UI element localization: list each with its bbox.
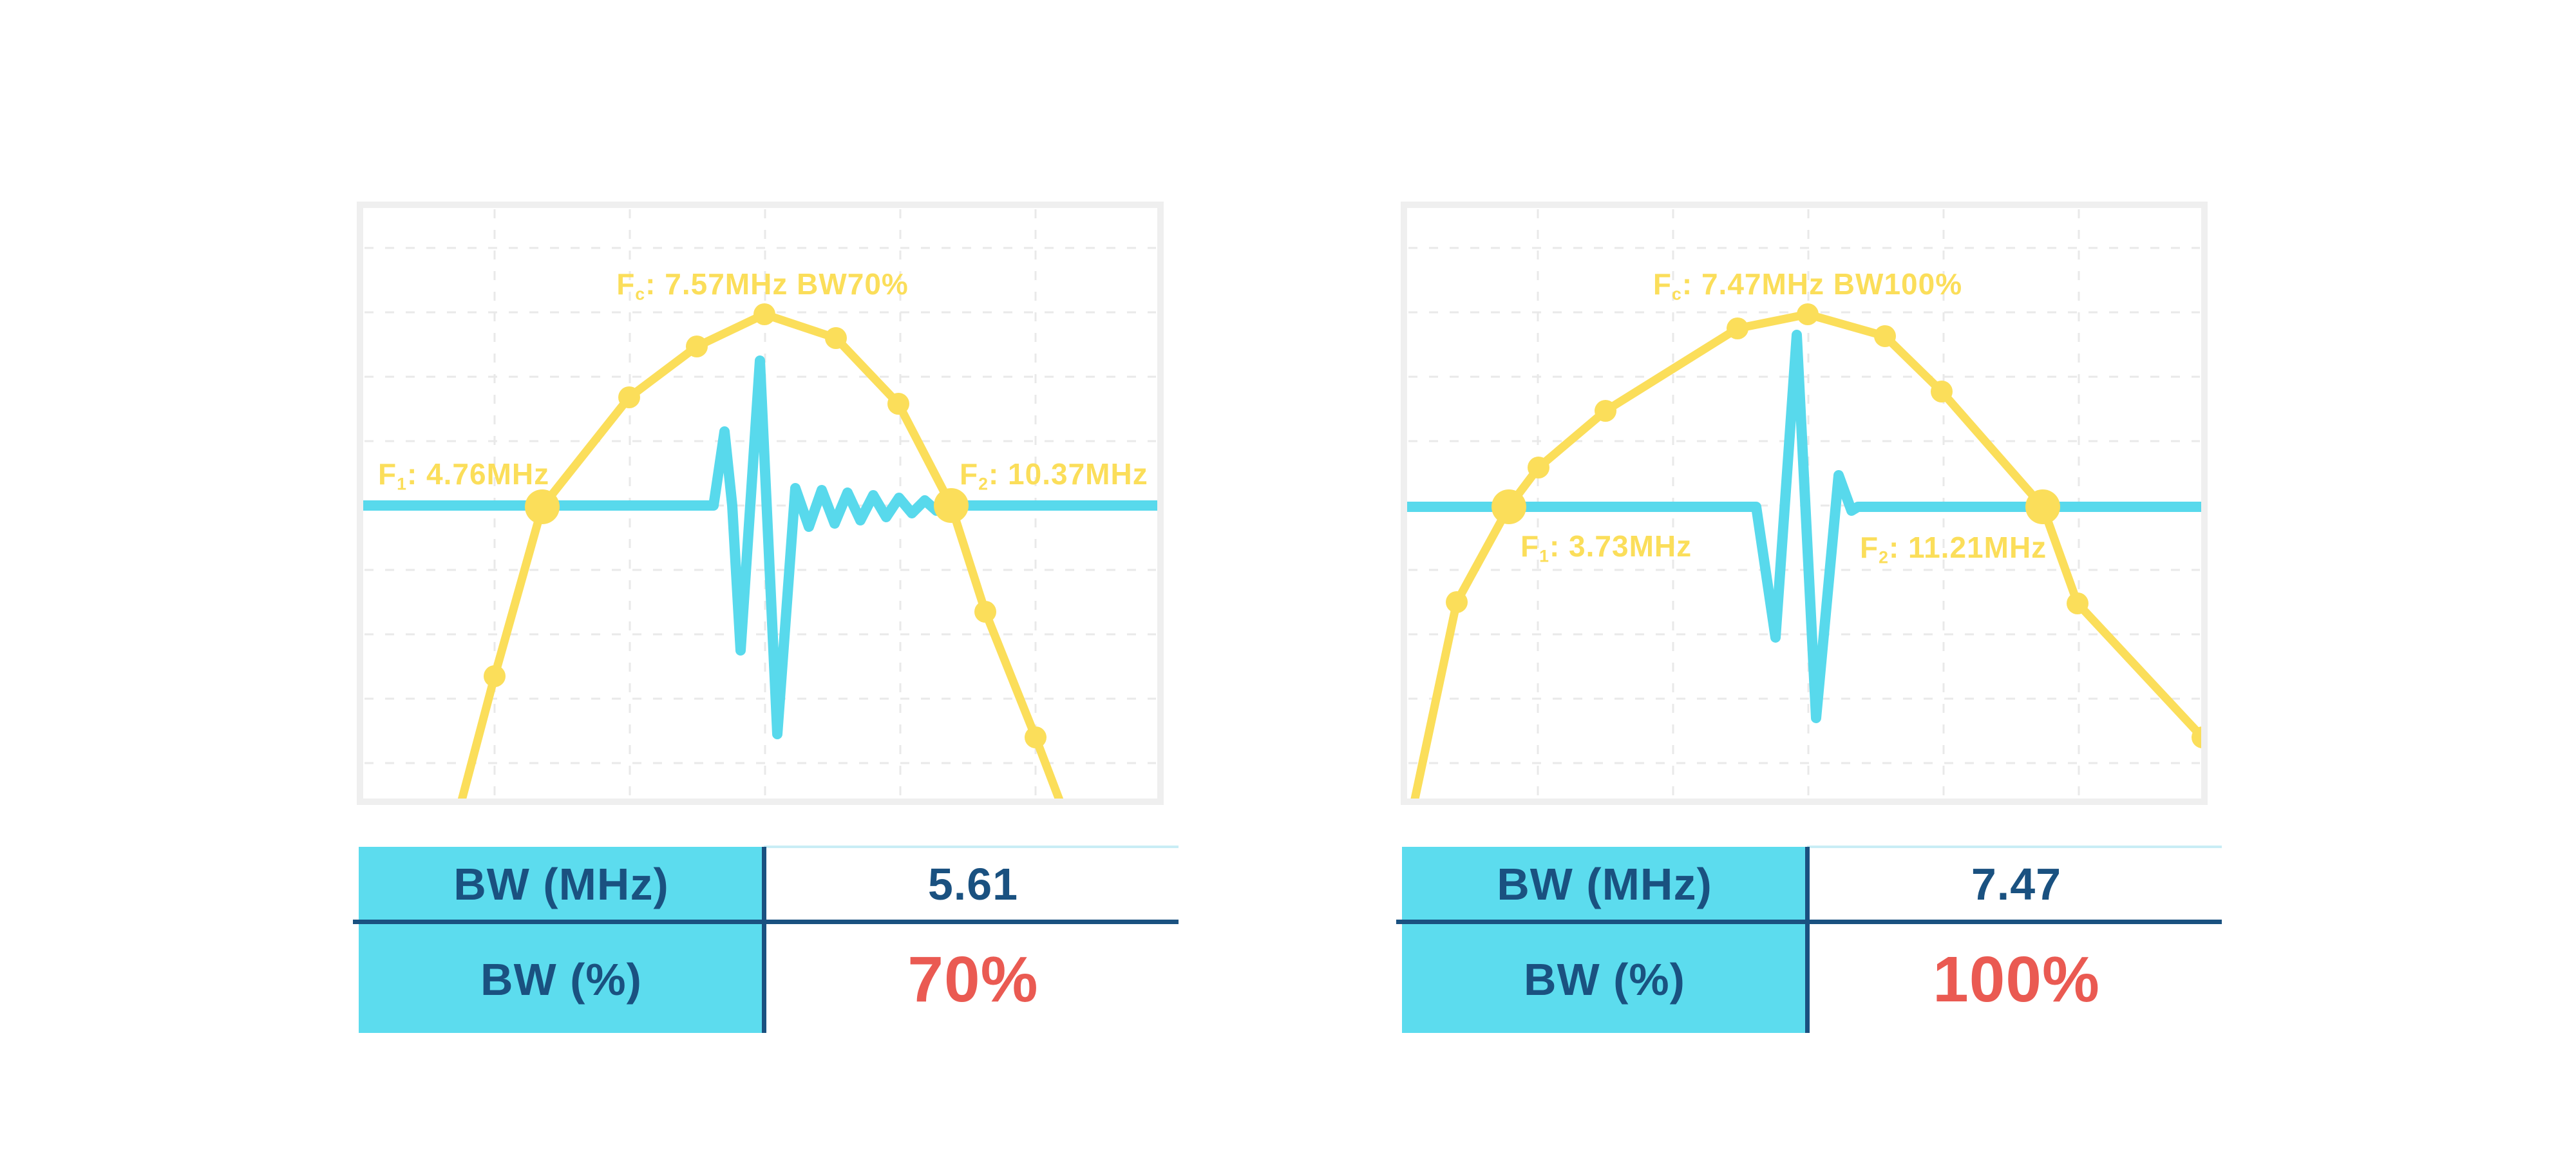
spectrum-pulse-plot xyxy=(357,202,1164,805)
chart-panel-bw100: Fc: 7.47MHz BW100% F1: 3.73MHz F2: 11.21… xyxy=(1401,202,2208,805)
data-point-dot xyxy=(1446,591,1468,613)
bw-pct-value-cell: 100% xyxy=(1933,943,2100,1016)
f1-label: F1: 4.76MHz xyxy=(378,457,550,494)
table-top-border xyxy=(764,846,1179,848)
pulse-waveform xyxy=(358,355,1162,739)
chart-frame xyxy=(1401,202,2208,805)
data-point-dot xyxy=(1874,325,1896,347)
bw-pct-label-cell: BW (%) xyxy=(480,954,642,1005)
f2-label: F2: 10.37MHz xyxy=(960,457,1148,494)
chart-panel-bw70: Fc: 7.57MHz BW70% F1: 4.76MHz F2: 10.37M… xyxy=(357,202,1164,805)
label-column-fill xyxy=(359,847,764,1033)
label-column-fill xyxy=(1402,847,1807,1033)
frequency-crossing-dot xyxy=(1492,489,1526,524)
data-point-dot xyxy=(1727,317,1748,339)
chart-title: Fc: 7.47MHz BW100% xyxy=(1653,267,1963,304)
frequency-crossing-dot xyxy=(2025,489,2060,524)
bw-table-left: BW (MHz) 5.61 BW (%) 70% xyxy=(353,846,1179,1034)
data-point-dot xyxy=(1797,303,1819,325)
data-point-dot xyxy=(484,665,506,687)
data-point-dot xyxy=(887,393,909,415)
frequency-crossing-dot xyxy=(934,488,969,523)
bw-mhz-label-cell: BW (MHz) xyxy=(1497,859,1712,909)
data-point-dot xyxy=(825,327,847,349)
bw-pct-label-cell: BW (%) xyxy=(1524,954,1685,1005)
bw-mhz-label-cell: BW (MHz) xyxy=(453,859,669,909)
data-point-dot xyxy=(1025,726,1046,748)
bw-mhz-value-cell: 5.61 xyxy=(927,859,1019,909)
title-text: : 7.57MHz BW70% xyxy=(645,267,909,301)
table-column-divider xyxy=(762,847,766,1033)
spectrum-line xyxy=(456,310,1066,805)
chart-frame xyxy=(357,202,1164,805)
spectrum-pulse-plot xyxy=(1401,202,2208,805)
chart-title: Fc: 7.57MHz BW70% xyxy=(616,267,909,303)
title-subscript: c xyxy=(635,284,646,304)
table-top-border xyxy=(1807,846,2222,848)
data-point-dot xyxy=(2067,592,2088,614)
data-point-dot xyxy=(1931,381,1953,402)
data-point-dot xyxy=(686,336,708,357)
data-point-dot xyxy=(974,601,996,623)
frequency-crossing-dot xyxy=(525,489,560,524)
bw-pct-value-cell: 70% xyxy=(907,943,1039,1016)
data-point-dot xyxy=(618,386,640,408)
pulse-waveform xyxy=(1402,330,2206,723)
table-column-divider xyxy=(1805,847,1810,1033)
data-point-dot xyxy=(753,303,775,325)
bw-table-right: BW (MHz) 7.47 BW (%) 100% xyxy=(1396,846,2222,1034)
f2-label: F2: 11.21MHz xyxy=(1860,531,2047,567)
data-point-dot xyxy=(1595,400,1616,422)
f1-label: F1: 3.73MHz xyxy=(1520,529,1692,566)
bw-mhz-value-cell: 7.47 xyxy=(1971,859,2062,909)
title-f: F xyxy=(616,267,636,301)
data-point-dot xyxy=(1528,457,1549,478)
